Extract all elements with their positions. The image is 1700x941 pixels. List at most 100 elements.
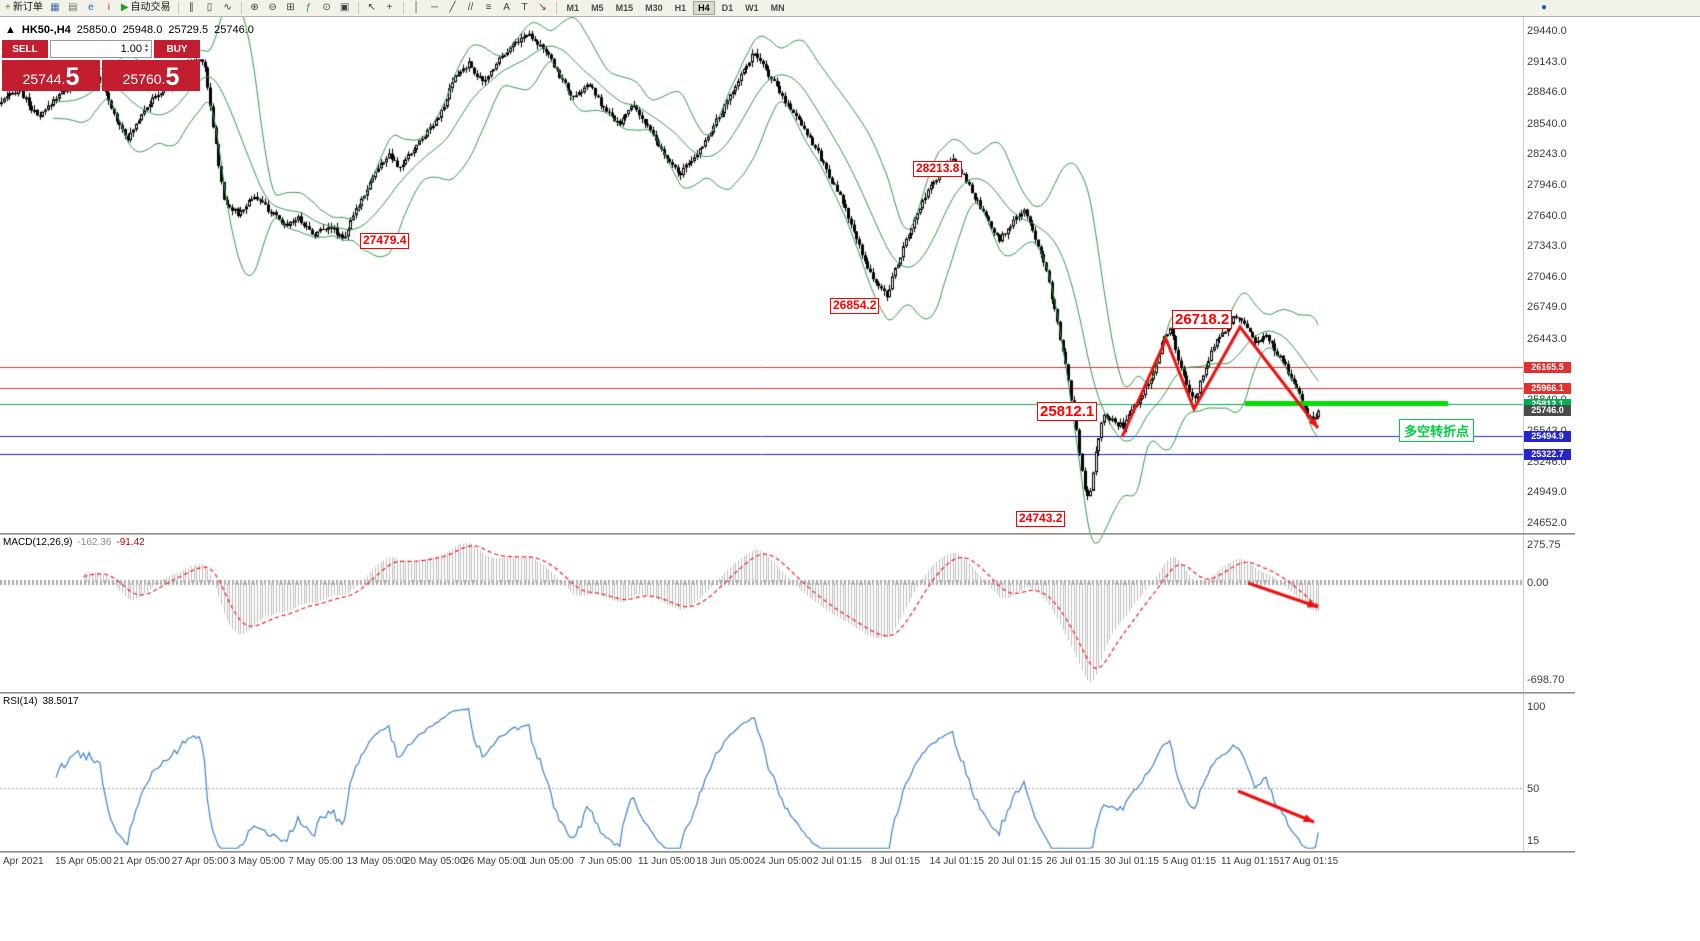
timeframe-button-mn[interactable]: MN bbox=[770, 3, 785, 13]
trade-panel-toggle-icon[interactable]: ▲ bbox=[5, 24, 16, 36]
timeframe-button-d1[interactable]: D1 bbox=[721, 3, 734, 13]
timeframe-button-w1[interactable]: W1 bbox=[745, 3, 759, 13]
main-toolbar: + 新订单 ▦ ▤ e i ▶ 自动交易 ∥ ▯ ∿ ⊕ ⊖ ⊞ ƒ ⊙ ▣ ↖ + │ ─ ╱ // ≡ A T ↘ M1 M5 M15… bbox=[0, 0, 1700, 17]
periods-icon: ⊙ bbox=[322, 2, 331, 13]
community-icon[interactable]: ● bbox=[1540, 2, 1548, 13]
line-chart-icon[interactable]: ∿ bbox=[220, 1, 236, 16]
turning-point-note[interactable]: 多空转折点 bbox=[1399, 419, 1475, 442]
time-tick-label: 13 May 05:00 bbox=[346, 856, 408, 867]
autotrading-button-label: 自动交易 bbox=[130, 2, 171, 13]
info-icon[interactable]: i bbox=[101, 1, 117, 16]
chart-ohlc-header: ▲ HK50-,H4 25850.0 25948.0 25729.5 25746… bbox=[5, 24, 254, 36]
toolbar-separator bbox=[402, 2, 404, 14]
timeframe-button-m5[interactable]: M5 bbox=[591, 3, 604, 13]
sell-button[interactable]: 25744. 5 bbox=[2, 60, 100, 91]
trendline-icon[interactable]: ╱ bbox=[445, 1, 461, 16]
time-tick-label: 11 Jun 05:00 bbox=[638, 856, 696, 867]
horizontal-line-icon[interactable]: ─ bbox=[427, 1, 443, 16]
volume-increase-button[interactable]: ▴ bbox=[144, 43, 148, 49]
volume-spinner: ▴ ▾ bbox=[144, 43, 148, 54]
toolbar-separator bbox=[555, 2, 557, 14]
price-callout-label[interactable]: 25812.1 bbox=[1037, 402, 1098, 422]
price-level-badge: 25812.1 bbox=[1524, 398, 1571, 410]
price-tick-label: 24949.0 bbox=[1527, 486, 1567, 499]
templates-icon: ▣ bbox=[339, 2, 350, 13]
buy-button[interactable]: 25760. 5 bbox=[102, 60, 200, 91]
timeframe-button-h4[interactable]: H4 bbox=[693, 1, 715, 15]
vertical-line-icon: │ bbox=[413, 2, 420, 13]
candlestick-chart-icon: ▯ bbox=[206, 2, 213, 13]
time-tick-label: 8 Jul 01:15 bbox=[871, 856, 921, 867]
price-callout-label[interactable]: 28213.8 bbox=[913, 161, 963, 177]
fibonacci-icon: ≡ bbox=[485, 2, 492, 13]
price-callout-label[interactable]: 26854.2 bbox=[830, 298, 880, 314]
crosshair-icon: + bbox=[386, 2, 393, 13]
templates-icon[interactable]: ▣ bbox=[337, 1, 353, 16]
info-icon: i bbox=[107, 2, 110, 13]
toolbar-items: + 新订单 ▦ ▤ e i ▶ 自动交易 ∥ ▯ ∿ ⊕ ⊖ ⊞ ƒ ⊙ ▣ ↖ + │ ─ ╱ // ≡ A T ↘ M1 M5 M15… bbox=[3, 0, 1697, 16]
timeframe-button-m15[interactable]: M15 bbox=[615, 3, 634, 13]
cursor-icon[interactable]: ↖ bbox=[364, 1, 380, 16]
volume-decrease-button[interactable]: ▾ bbox=[144, 48, 148, 54]
channel-icon: // bbox=[467, 2, 474, 13]
price-callout-label[interactable]: 27479.4 bbox=[360, 233, 410, 249]
candlestick-chart-icon[interactable]: ▯ bbox=[202, 1, 218, 16]
zoom-in-icon: ⊕ bbox=[250, 2, 259, 13]
macd-signal-value: -91.42 bbox=[116, 537, 145, 548]
sell-price: 25744. bbox=[22, 71, 66, 87]
buy-price-big-digit: 5 bbox=[165, 63, 180, 91]
time-tick-label: 27 Apr 05:00 bbox=[171, 856, 229, 867]
text-icon: A bbox=[503, 2, 510, 13]
time-tick-label: 5 Aug 01:15 bbox=[1162, 856, 1217, 867]
arrows-icon: ↘ bbox=[538, 2, 547, 13]
indicators-icon[interactable]: ƒ bbox=[301, 1, 317, 16]
zoom-out-icon[interactable]: ⊖ bbox=[265, 1, 281, 16]
cursor-icon: ↖ bbox=[367, 2, 376, 13]
vertical-line-icon[interactable]: │ bbox=[409, 1, 425, 16]
crosshair-icon[interactable]: + bbox=[382, 1, 398, 16]
time-tick-label: 7 May 05:00 bbox=[288, 856, 344, 867]
price-callout-label[interactable]: 24743.2 bbox=[1016, 511, 1066, 527]
chart-window-icon[interactable]: ▦ bbox=[47, 1, 63, 16]
text-label-icon[interactable]: T bbox=[517, 1, 533, 16]
buy-tab[interactable]: BUY bbox=[154, 40, 200, 58]
one-click-trading-panel: SELL 1.00 ▴ ▾ BUY 25744. 5 25760. 5 bbox=[2, 40, 200, 91]
chart-macd-separator[interactable] bbox=[0, 533, 1575, 535]
zoom-in-icon[interactable]: ⊕ bbox=[247, 1, 263, 16]
rsi-indicator-label: RSI(14) 38.5017 bbox=[3, 696, 79, 707]
price-tick-label: 24652.0 bbox=[1527, 516, 1567, 529]
channel-icon[interactable]: // bbox=[463, 1, 479, 16]
bars-chart-icon: ∥ bbox=[189, 2, 195, 13]
time-tick-label: 17 Aug 01:15 bbox=[1279, 856, 1339, 867]
arrows-icon[interactable]: ↘ bbox=[535, 1, 551, 16]
toolbar-separator bbox=[240, 2, 242, 14]
fibonacci-icon[interactable]: ≡ bbox=[481, 1, 497, 16]
metaeditor-icon[interactable]: e bbox=[83, 1, 99, 16]
tile-windows-icon[interactable]: ⊞ bbox=[283, 1, 299, 16]
periods-icon[interactable]: ⊙ bbox=[319, 1, 335, 16]
price-callout-label[interactable]: 26718.2 bbox=[1172, 310, 1233, 330]
sell-tab[interactable]: SELL bbox=[2, 40, 48, 58]
rsi-name: RSI(14) bbox=[3, 696, 38, 707]
timeframe-button-h1[interactable]: H1 bbox=[674, 3, 687, 13]
new-order-button-label: 新订单 bbox=[12, 2, 43, 13]
timeframe-button-m1[interactable]: M1 bbox=[566, 3, 580, 13]
profiles-icon[interactable]: ▤ bbox=[65, 1, 81, 16]
bars-chart-icon[interactable]: ∥ bbox=[184, 1, 200, 16]
text-icon[interactable]: A bbox=[499, 1, 515, 16]
volume-input[interactable]: 1.00 ▴ ▾ bbox=[50, 40, 152, 58]
autotrading-button[interactable]: ▶ 自动交易 bbox=[119, 1, 173, 16]
rsi-axis-50-label: 50 bbox=[1527, 782, 1540, 795]
time-tick-label: 30 Jul 01:15 bbox=[1104, 856, 1159, 867]
close-value: 25746.0 bbox=[214, 24, 254, 36]
toolbar-separator bbox=[357, 2, 359, 14]
price-level-badge: 25966.1 bbox=[1524, 382, 1571, 394]
rsi-value: 38.5017 bbox=[42, 696, 79, 707]
macd-rsi-separator[interactable] bbox=[0, 692, 1575, 694]
text-label-icon: T bbox=[521, 2, 528, 13]
timeframe-button-m30[interactable]: M30 bbox=[645, 3, 663, 13]
trendline-icon: ╱ bbox=[449, 2, 456, 13]
new-order-button[interactable]: + 新订单 bbox=[3, 1, 45, 16]
